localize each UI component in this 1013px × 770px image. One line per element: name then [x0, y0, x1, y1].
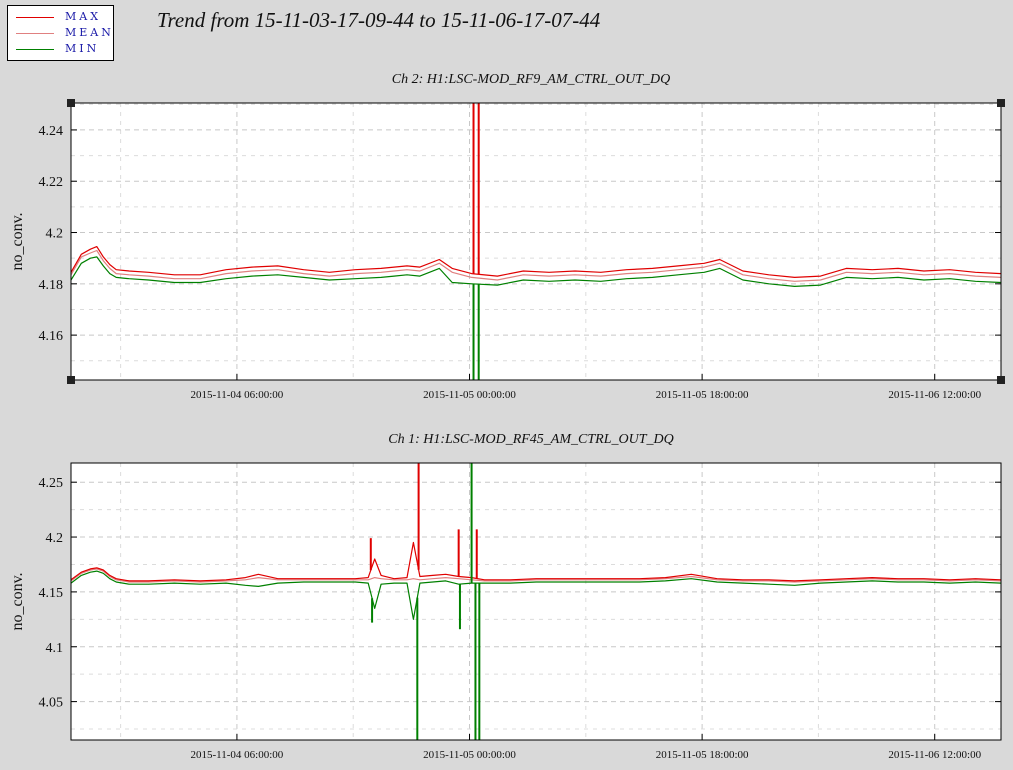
series-line-mean — [71, 568, 1001, 583]
x-tick-label: 2015-11-05 00:00:00 — [423, 389, 516, 401]
series-line-min — [71, 570, 1001, 620]
chart-ch2: Ch 2: H1:LSC-MOD_RF9_AM_CTRL_OUT_DQ 4.16 4… — [9, 72, 1005, 401]
plot-frame — [70, 462, 1002, 741]
x-tick-label: 2015-11-04 06:00:00 — [191, 389, 284, 401]
legend-label-min: MIN — [65, 42, 100, 55]
plot-area — [71, 103, 1001, 380]
x-tick-label: 2015-11-05 18:00:00 — [656, 389, 749, 401]
x-tick-label: 2015-11-06 12:00:00 — [888, 749, 981, 761]
y-tick-label: 4.22 — [39, 175, 64, 190]
x-tick-label: 2015-11-05 00:00:00 — [423, 749, 516, 761]
x-tick-label: 2015-11-06 12:00:00 — [888, 389, 981, 401]
corner-marker — [67, 376, 75, 384]
series-line-mean — [71, 249, 1001, 282]
corner-marker — [67, 99, 75, 107]
y-tick-label: 4.2 — [46, 227, 64, 242]
series-line-min — [71, 256, 1001, 287]
y-tick-label: 4.2 — [46, 531, 64, 546]
series-group — [71, 463, 1001, 740]
y-tick-label: 4.18 — [39, 278, 64, 293]
corner-marker — [997, 99, 1005, 107]
x-tick-label: 2015-11-05 18:00:00 — [656, 749, 749, 761]
series-group — [71, 103, 1001, 380]
legend-item-max: MAX — [8, 10, 113, 25]
chart-title: Ch 2: H1:LSC-MOD_RF9_AM_CTRL_OUT_DQ — [392, 72, 670, 87]
series-line-max — [71, 541, 1001, 582]
y-tick-label: 4.05 — [39, 696, 64, 711]
plot-frame — [70, 102, 1002, 381]
legend-label-max: MAX — [65, 10, 102, 23]
series-line-max — [71, 246, 1001, 278]
chart-ch1: Ch 1: H1:LSC-MOD_RF45_AM_CTRL_OUT_DQ 4.05… — [9, 432, 1002, 761]
legend-item-min: MIN — [8, 42, 113, 57]
corner-marker — [997, 376, 1005, 384]
y-axis-label: no_conv. — [9, 212, 26, 270]
x-tick-label: 2015-11-04 06:00:00 — [191, 749, 284, 761]
chart-title: Ch 1: H1:LSC-MOD_RF45_AM_CTRL_OUT_DQ — [388, 432, 673, 447]
legend-label-mean: MEAN — [65, 26, 114, 39]
legend: MAX MEAN MIN — [7, 5, 114, 61]
y-tick-label: 4.25 — [39, 476, 64, 491]
page-title: Trend from 15-11-03-17-09-44 to 15-11-06… — [157, 8, 601, 32]
y-tick-label: 4.16 — [39, 329, 64, 344]
y-tick-label: 4.24 — [39, 124, 64, 139]
legend-swatch-max — [16, 17, 54, 18]
y-tick-label: 4.1 — [46, 641, 64, 656]
legend-swatch-min — [16, 49, 54, 50]
legend-item-mean: MEAN — [8, 26, 113, 41]
plot-area — [71, 463, 1001, 740]
y-tick-label: 4.15 — [39, 586, 64, 601]
y-axis-label: no_conv. — [9, 572, 26, 630]
legend-swatch-mean — [16, 33, 54, 34]
